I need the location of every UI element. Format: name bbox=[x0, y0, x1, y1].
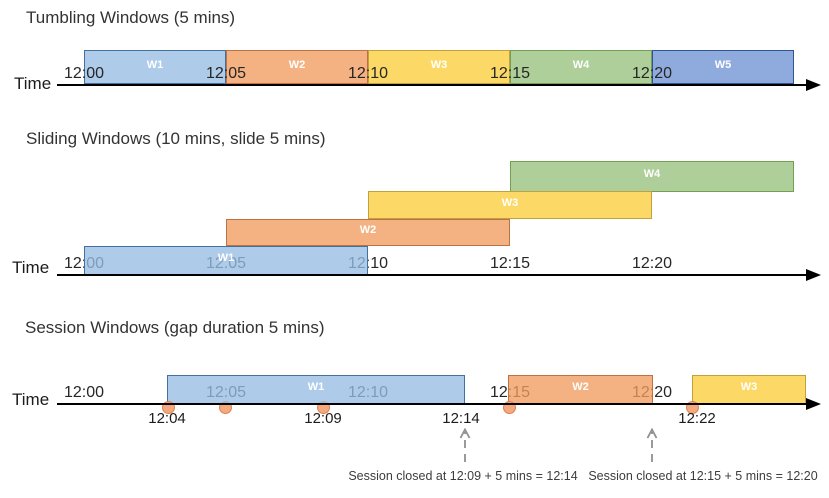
tick-label-12-10: 12:10 bbox=[347, 65, 389, 82]
window-label-w4: W4 bbox=[643, 168, 661, 180]
window-label-w3: W3 bbox=[430, 58, 448, 71]
window-box-w3 bbox=[692, 375, 806, 404]
time-axis-arrowhead-icon bbox=[806, 269, 821, 281]
time-axis-line bbox=[57, 274, 806, 276]
tick-label-12-15: 12:15 bbox=[489, 65, 531, 82]
window-box-w1 bbox=[84, 246, 368, 275]
window-label-w2: W2 bbox=[359, 224, 377, 236]
event-dot bbox=[316, 400, 330, 414]
event-dot bbox=[218, 400, 232, 414]
time-axis-arrowhead-icon bbox=[806, 398, 821, 410]
window-label-w3: W3 bbox=[740, 381, 758, 393]
window-box-w2 bbox=[226, 50, 368, 84]
session-close-annotation: Session closed at 12:15 + 5 mins = 12:20 bbox=[588, 469, 818, 483]
tick-label-12-10: 12:10 bbox=[347, 255, 389, 272]
diagram-title: Tumbling Windows (5 mins) bbox=[26, 8, 236, 27]
tick-label-12-20: 12:20 bbox=[631, 255, 673, 272]
window-box-w5 bbox=[652, 50, 794, 84]
tick-label-12-00: 12:00 bbox=[63, 65, 105, 82]
window-box-w2 bbox=[226, 219, 510, 246]
event-time-label: 12:14 bbox=[442, 410, 480, 427]
window-box-w2 bbox=[508, 375, 653, 404]
diagram-title: Session Windows (gap duration 5 mins) bbox=[25, 318, 325, 337]
window-box-w3 bbox=[368, 50, 510, 84]
event-dot bbox=[502, 400, 516, 414]
tick-label-12-05: 12:05 bbox=[205, 384, 247, 401]
tick-label-12-15: 12:15 bbox=[489, 255, 531, 272]
tick-label-12-20: 12:20 bbox=[631, 65, 673, 82]
tick-label-12-00: 12:00 bbox=[63, 384, 105, 401]
window-label-w1: W1 bbox=[146, 58, 164, 71]
tick-label-12-10: 12:10 bbox=[347, 384, 389, 401]
time-axis-line bbox=[57, 84, 806, 86]
tick-label-12-15: 12:15 bbox=[489, 384, 531, 401]
time-axis-line bbox=[57, 403, 806, 405]
window-label-w2: W2 bbox=[288, 58, 306, 71]
tick-label-12-20: 12:20 bbox=[631, 384, 673, 401]
time-axis-label: Time bbox=[14, 74, 52, 93]
time-axis-arrowhead-icon bbox=[806, 79, 821, 91]
session-close-annotation: Session closed at 12:09 + 5 mins = 12:14 bbox=[348, 469, 578, 483]
window-label-w1: W1 bbox=[307, 381, 325, 393]
window-label-w5: W5 bbox=[714, 58, 732, 71]
window-label-w2: W2 bbox=[572, 381, 589, 393]
session-close-arrow-icon bbox=[645, 427, 659, 474]
tick-label-12-05: 12:05 bbox=[205, 255, 247, 272]
diagram-title: Sliding Windows (10 mins, slide 5 mins) bbox=[26, 129, 326, 148]
event-dot bbox=[685, 400, 699, 414]
time-axis-label: Time bbox=[12, 390, 50, 409]
window-box-w1 bbox=[84, 50, 226, 84]
window-box-w4 bbox=[510, 161, 794, 192]
window-box-w4 bbox=[510, 50, 652, 84]
event-time-label: 12:22 bbox=[678, 410, 716, 427]
tick-label-12-05: 12:05 bbox=[205, 65, 247, 82]
event-time-label: 12:04 bbox=[148, 410, 186, 427]
window-box-w1 bbox=[167, 375, 465, 404]
event-time-label: 12:09 bbox=[304, 410, 342, 427]
tick-label-12-00: 12:00 bbox=[63, 255, 105, 272]
window-label-w3: W3 bbox=[501, 196, 519, 209]
window-label-w4: W4 bbox=[572, 58, 590, 71]
session-close-arrow-icon bbox=[458, 427, 472, 474]
window-label-w1: W1 bbox=[217, 252, 235, 264]
window-box-w3 bbox=[368, 191, 652, 219]
event-dot bbox=[161, 400, 175, 414]
time-axis-label: Time bbox=[12, 258, 50, 277]
